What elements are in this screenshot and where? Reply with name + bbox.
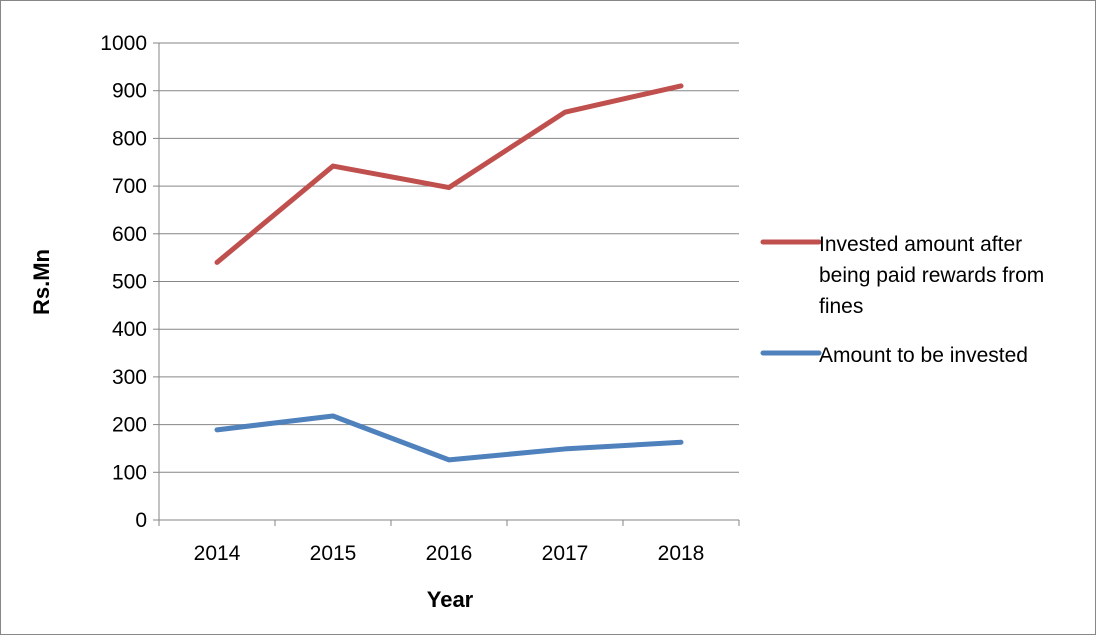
series-line-2 (214, 413, 684, 463)
x-tick-label: 2015 (310, 542, 357, 565)
y-tick-label: 600 (112, 223, 147, 246)
x-tick-label: 2016 (426, 542, 473, 565)
x-tick-label: 2014 (194, 542, 241, 565)
y-tick-label: 200 (112, 414, 147, 437)
y-tick-label: 700 (112, 175, 147, 198)
legend: Invested amount after being paid rewards … (760, 233, 1044, 367)
legend-label-1: Invested amount after (819, 233, 1022, 256)
series-lines (214, 83, 684, 463)
y-tick-label: 900 (112, 80, 147, 103)
series-line-1 (214, 83, 684, 265)
legend-label-1: being paid rewards from (819, 264, 1044, 287)
y-tick-label: 100 (112, 461, 147, 484)
legend-label-1: fines (819, 295, 863, 318)
y-tick-label: 500 (112, 271, 147, 294)
gridlines (159, 42, 739, 473)
x-tick-label: 2018 (658, 542, 705, 565)
y-tick-label: 400 (112, 318, 147, 341)
x-tick-label: 2017 (542, 542, 589, 565)
y-tick-label: 800 (112, 127, 147, 150)
y-tick-label: 1000 (100, 32, 147, 55)
y-axis-title: Rs.Mn (29, 249, 54, 315)
legend-label-2: Amount to be invested (819, 344, 1028, 367)
x-axis-title: Year (427, 587, 474, 612)
y-tick-label: 300 (112, 366, 147, 389)
axes: 0 100 200 300 400 500 600 700 800 900 1000 2014 2015… (100, 32, 740, 565)
y-tick-label: 0 (135, 509, 147, 532)
